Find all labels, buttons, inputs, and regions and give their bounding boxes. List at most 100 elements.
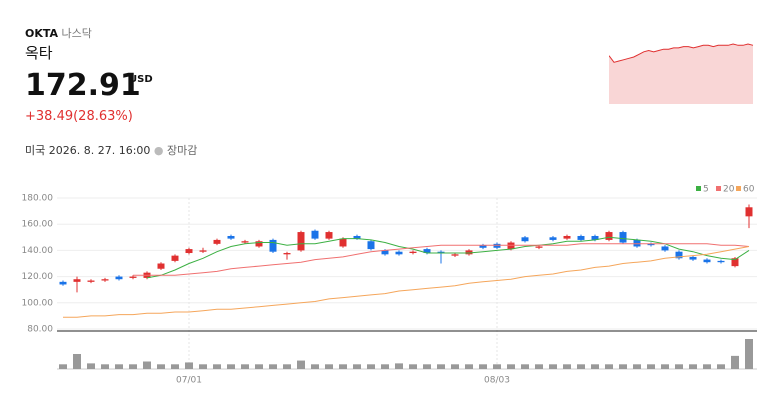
volume-bar	[423, 364, 431, 369]
candle-body	[731, 258, 739, 267]
candle-body	[73, 279, 81, 282]
volume-bar	[605, 364, 613, 369]
candle-body	[115, 276, 123, 280]
x-tick-label: 07/01	[176, 376, 202, 386]
volume-bar	[59, 364, 67, 369]
volume-bar	[87, 363, 95, 369]
candle-body	[213, 239, 221, 244]
candle-body	[717, 260, 725, 263]
volume-bar	[549, 364, 557, 369]
candle-body	[689, 256, 697, 260]
volume-bar	[297, 360, 305, 369]
volume-bar	[353, 364, 361, 369]
candle-body	[423, 249, 431, 254]
volume-bar	[395, 363, 403, 369]
candle-body	[703, 259, 711, 263]
datetime: 미국 2026. 8. 27. 16:00	[25, 144, 151, 157]
moving-average-line	[146, 236, 750, 279]
volume-bar	[619, 364, 627, 369]
volume-bar	[675, 364, 683, 369]
legend-label: 20	[723, 185, 735, 195]
candle-body	[633, 239, 641, 247]
candle-body	[409, 251, 417, 254]
volume-bar	[101, 364, 109, 369]
volume-bar	[367, 364, 375, 369]
candle-body	[157, 263, 165, 269]
volume-bar	[521, 364, 529, 369]
volume-bar	[269, 364, 277, 369]
volume-bar	[115, 364, 123, 369]
candle-body	[549, 237, 557, 240]
volume-bar	[255, 364, 263, 369]
volume-bar	[633, 364, 641, 369]
moving-average-line	[133, 243, 750, 276]
volume-bar	[717, 364, 725, 369]
legend-swatch	[696, 186, 701, 191]
price: 172.91	[25, 68, 141, 103]
x-tick-label: 08/03	[484, 376, 510, 386]
candle-body	[185, 249, 193, 254]
candle-body	[255, 241, 263, 247]
candle-body	[129, 276, 137, 278]
candle-body	[269, 239, 277, 252]
ticker: OKTA	[25, 27, 59, 40]
moving-average-line	[63, 246, 750, 318]
candle-body	[521, 237, 529, 242]
volume-bar	[437, 364, 445, 369]
y-tick-label: 180.00	[22, 194, 54, 204]
candle-body	[451, 254, 459, 256]
legend-label: 5	[703, 185, 709, 195]
candle-body	[563, 235, 571, 239]
candle-body	[353, 235, 361, 239]
legend-swatch	[716, 186, 721, 191]
volume-bar	[745, 339, 753, 369]
candle-body	[59, 281, 67, 285]
y-tick-label: 80.00	[27, 325, 53, 335]
volume-bar	[143, 361, 151, 369]
volume-bar	[577, 364, 585, 369]
candle-body	[493, 243, 501, 248]
candle-body	[311, 230, 319, 239]
candle-body	[101, 279, 109, 281]
candle-body	[395, 251, 403, 255]
candle-body	[87, 280, 95, 282]
sparkline	[609, 43, 754, 104]
candle-body	[339, 238, 347, 247]
candle-body	[619, 232, 627, 243]
volume-bar	[339, 364, 347, 369]
candle-body	[675, 251, 683, 259]
candle-body	[367, 241, 375, 250]
currency: USD	[129, 74, 153, 85]
volume-bar	[311, 364, 319, 369]
candle-body	[283, 253, 291, 255]
ticker-line: OKTA 나스닥	[25, 25, 92, 41]
volume-bar	[171, 364, 179, 369]
y-tick-label: 160.00	[22, 220, 54, 230]
volume-bar	[213, 364, 221, 369]
candle-body	[479, 245, 487, 248]
volume-bar	[689, 364, 697, 369]
sparkline-area	[609, 44, 753, 104]
candle-body	[227, 235, 235, 239]
volume-bar	[591, 364, 599, 369]
candle-body	[437, 251, 445, 254]
volume-bar	[703, 364, 711, 369]
volume-bar	[283, 364, 291, 369]
legend-swatch	[736, 186, 741, 191]
candle-body	[577, 235, 585, 240]
candle-body	[171, 255, 179, 261]
candle-body	[535, 246, 543, 248]
y-tick-label: 140.00	[22, 246, 54, 256]
stock-name: 옥타	[25, 44, 53, 62]
volume-bar	[647, 364, 655, 369]
volume-bar	[493, 364, 501, 369]
candle-body	[507, 242, 515, 250]
volume-bar	[661, 364, 669, 369]
y-tick-label: 120.00	[22, 272, 54, 282]
candle-body	[591, 235, 599, 240]
volume-bar	[507, 364, 515, 369]
exchange: 나스닥	[61, 27, 92, 40]
dot: ●	[153, 144, 164, 157]
candle-body	[297, 232, 305, 251]
